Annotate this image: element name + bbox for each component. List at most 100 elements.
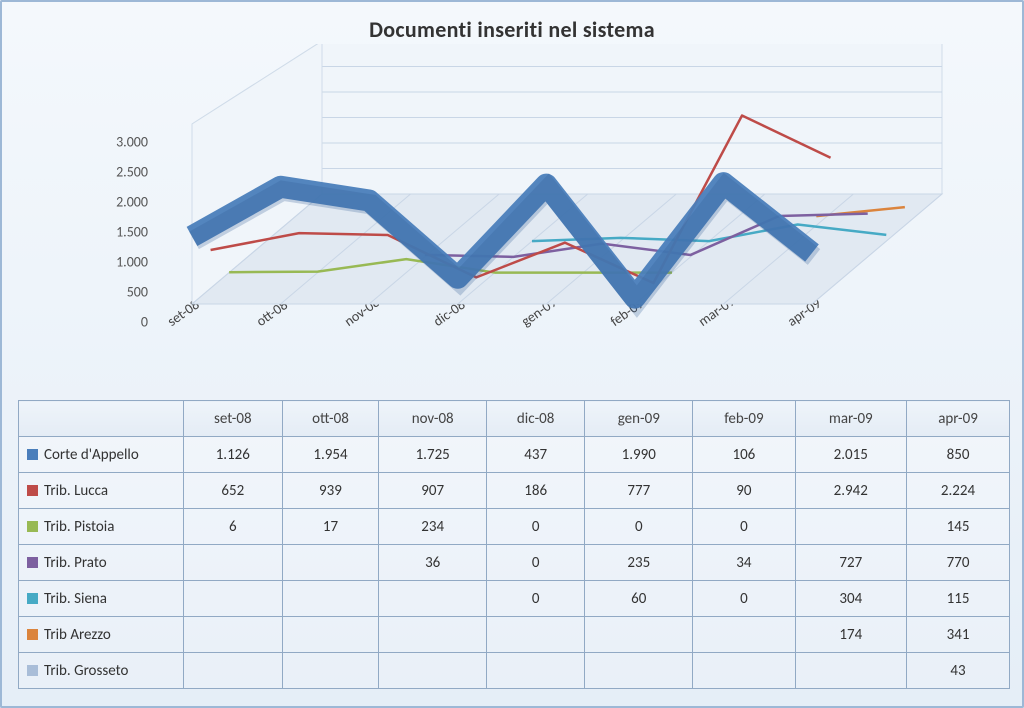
table-row: Trib. Pistoia617234000145 bbox=[19, 509, 1010, 545]
table-cell: 174 bbox=[795, 617, 907, 653]
table-cell bbox=[379, 581, 487, 617]
table-cell: 115 bbox=[907, 581, 1010, 617]
table-cell bbox=[585, 653, 693, 689]
table-cell: 0 bbox=[585, 509, 693, 545]
table-cell bbox=[487, 617, 585, 653]
legend-marker bbox=[27, 449, 38, 460]
legend-marker bbox=[27, 521, 38, 532]
legend-marker bbox=[27, 593, 38, 604]
table-cell: 1.126 bbox=[184, 437, 283, 473]
table-cell: 850 bbox=[907, 437, 1010, 473]
table-cell: 2.942 bbox=[795, 473, 907, 509]
table-cell bbox=[795, 509, 907, 545]
series-label-cell: Trib. Siena bbox=[19, 581, 184, 617]
y-tick-label: 2.500 bbox=[72, 164, 148, 181]
table-cell: 1.725 bbox=[379, 437, 487, 473]
series-label-cell: Corte d'Appello bbox=[19, 437, 184, 473]
table-cell: 939 bbox=[282, 473, 379, 509]
table-cell bbox=[282, 617, 379, 653]
table-cell: 0 bbox=[693, 581, 795, 617]
table-cell: 34 bbox=[693, 545, 795, 581]
table-cell bbox=[487, 653, 585, 689]
chart-area: 05001.0001.5002.0002.5003.000 set-08ott-… bbox=[72, 44, 972, 384]
table-cell: 0 bbox=[487, 581, 585, 617]
legend-marker bbox=[27, 485, 38, 496]
table-cell: 0 bbox=[487, 545, 585, 581]
table-row: Trib Arezzo 174341 bbox=[19, 617, 1010, 653]
table-body: Corte d'Appello1.1261.9541.7254371.99010… bbox=[19, 437, 1010, 689]
line-chart-3d bbox=[152, 44, 972, 384]
table-row: Corte d'Appello1.1261.9541.7254371.99010… bbox=[19, 437, 1010, 473]
table-cell: 186 bbox=[487, 473, 585, 509]
table-row: Trib. Siena0600304115 bbox=[19, 581, 1010, 617]
table-cell: 234 bbox=[379, 509, 487, 545]
table-cell: 907 bbox=[379, 473, 487, 509]
series-label-cell: Trib Arezzo bbox=[19, 617, 184, 653]
table-cell: 727 bbox=[795, 545, 907, 581]
series-label-cell: Trib. Prato bbox=[19, 545, 184, 581]
table-cell bbox=[379, 653, 487, 689]
table-cell bbox=[282, 581, 379, 617]
table-col-header: set-08 bbox=[184, 401, 283, 437]
table-cell: 106 bbox=[693, 437, 795, 473]
table-cell: 0 bbox=[487, 509, 585, 545]
table-cell bbox=[184, 581, 283, 617]
table-cell: 652 bbox=[184, 473, 283, 509]
table-cell bbox=[379, 617, 487, 653]
table-cell bbox=[184, 617, 283, 653]
table-row: Trib. Grosseto 43 bbox=[19, 653, 1010, 689]
table-cell bbox=[282, 545, 379, 581]
table-col-header: dic-08 bbox=[487, 401, 585, 437]
table-header-row: set-08ott-08nov-08dic-08gen-09feb-09mar-… bbox=[19, 401, 1010, 437]
table-corner-cell bbox=[19, 401, 184, 437]
legend-marker bbox=[27, 557, 38, 568]
table-col-header: ott-08 bbox=[282, 401, 379, 437]
table-cell: 90 bbox=[693, 473, 795, 509]
table-col-header: mar-09 bbox=[795, 401, 907, 437]
table-cell: 304 bbox=[795, 581, 907, 617]
table-cell: 777 bbox=[585, 473, 693, 509]
table-col-header: nov-08 bbox=[379, 401, 487, 437]
table-cell: 341 bbox=[907, 617, 1010, 653]
series-label-cell: Trib. Grosseto bbox=[19, 653, 184, 689]
y-tick-label: 2.000 bbox=[72, 194, 148, 211]
table-cell: 43 bbox=[907, 653, 1010, 689]
y-tick-label: 500 bbox=[72, 284, 148, 301]
legend-marker bbox=[27, 665, 38, 676]
table-cell: 1.954 bbox=[282, 437, 379, 473]
y-tick-label: 1.000 bbox=[72, 254, 148, 271]
table-col-header: gen-09 bbox=[585, 401, 693, 437]
table-row: Trib. Lucca652939907186777902.9422.224 bbox=[19, 473, 1010, 509]
table-cell: 145 bbox=[907, 509, 1010, 545]
table-cell: 770 bbox=[907, 545, 1010, 581]
series-label-cell: Trib. Pistoia bbox=[19, 509, 184, 545]
table-cell bbox=[693, 617, 795, 653]
chart-title: Documenti inseriti nel sistema bbox=[2, 2, 1022, 43]
table-cell: 437 bbox=[487, 437, 585, 473]
table-cell: 1.990 bbox=[585, 437, 693, 473]
table-cell: 0 bbox=[693, 509, 795, 545]
table-cell bbox=[184, 545, 283, 581]
table-cell: 235 bbox=[585, 545, 693, 581]
table-cell: 2.224 bbox=[907, 473, 1010, 509]
series-label-cell: Trib. Lucca bbox=[19, 473, 184, 509]
table-cell bbox=[795, 653, 907, 689]
table-cell: 6 bbox=[184, 509, 283, 545]
table-cell: 60 bbox=[585, 581, 693, 617]
data-table: set-08ott-08nov-08dic-08gen-09feb-09mar-… bbox=[18, 400, 1010, 689]
table-cell bbox=[184, 653, 283, 689]
table-cell bbox=[693, 653, 795, 689]
table-cell: 36 bbox=[379, 545, 487, 581]
y-axis: 05001.0001.5002.0002.5003.000 bbox=[72, 62, 148, 262]
table-cell bbox=[585, 617, 693, 653]
legend-marker bbox=[27, 629, 38, 640]
y-tick-label: 0 bbox=[72, 314, 148, 331]
table-cell bbox=[282, 653, 379, 689]
table-cell: 17 bbox=[282, 509, 379, 545]
y-tick-label: 3.000 bbox=[72, 134, 148, 151]
table-row: Trib. Prato 36023534727770 bbox=[19, 545, 1010, 581]
table-cell: 2.015 bbox=[795, 437, 907, 473]
table-col-header: feb-09 bbox=[693, 401, 795, 437]
table-col-header: apr-09 bbox=[907, 401, 1010, 437]
y-tick-label: 1.500 bbox=[72, 224, 148, 241]
